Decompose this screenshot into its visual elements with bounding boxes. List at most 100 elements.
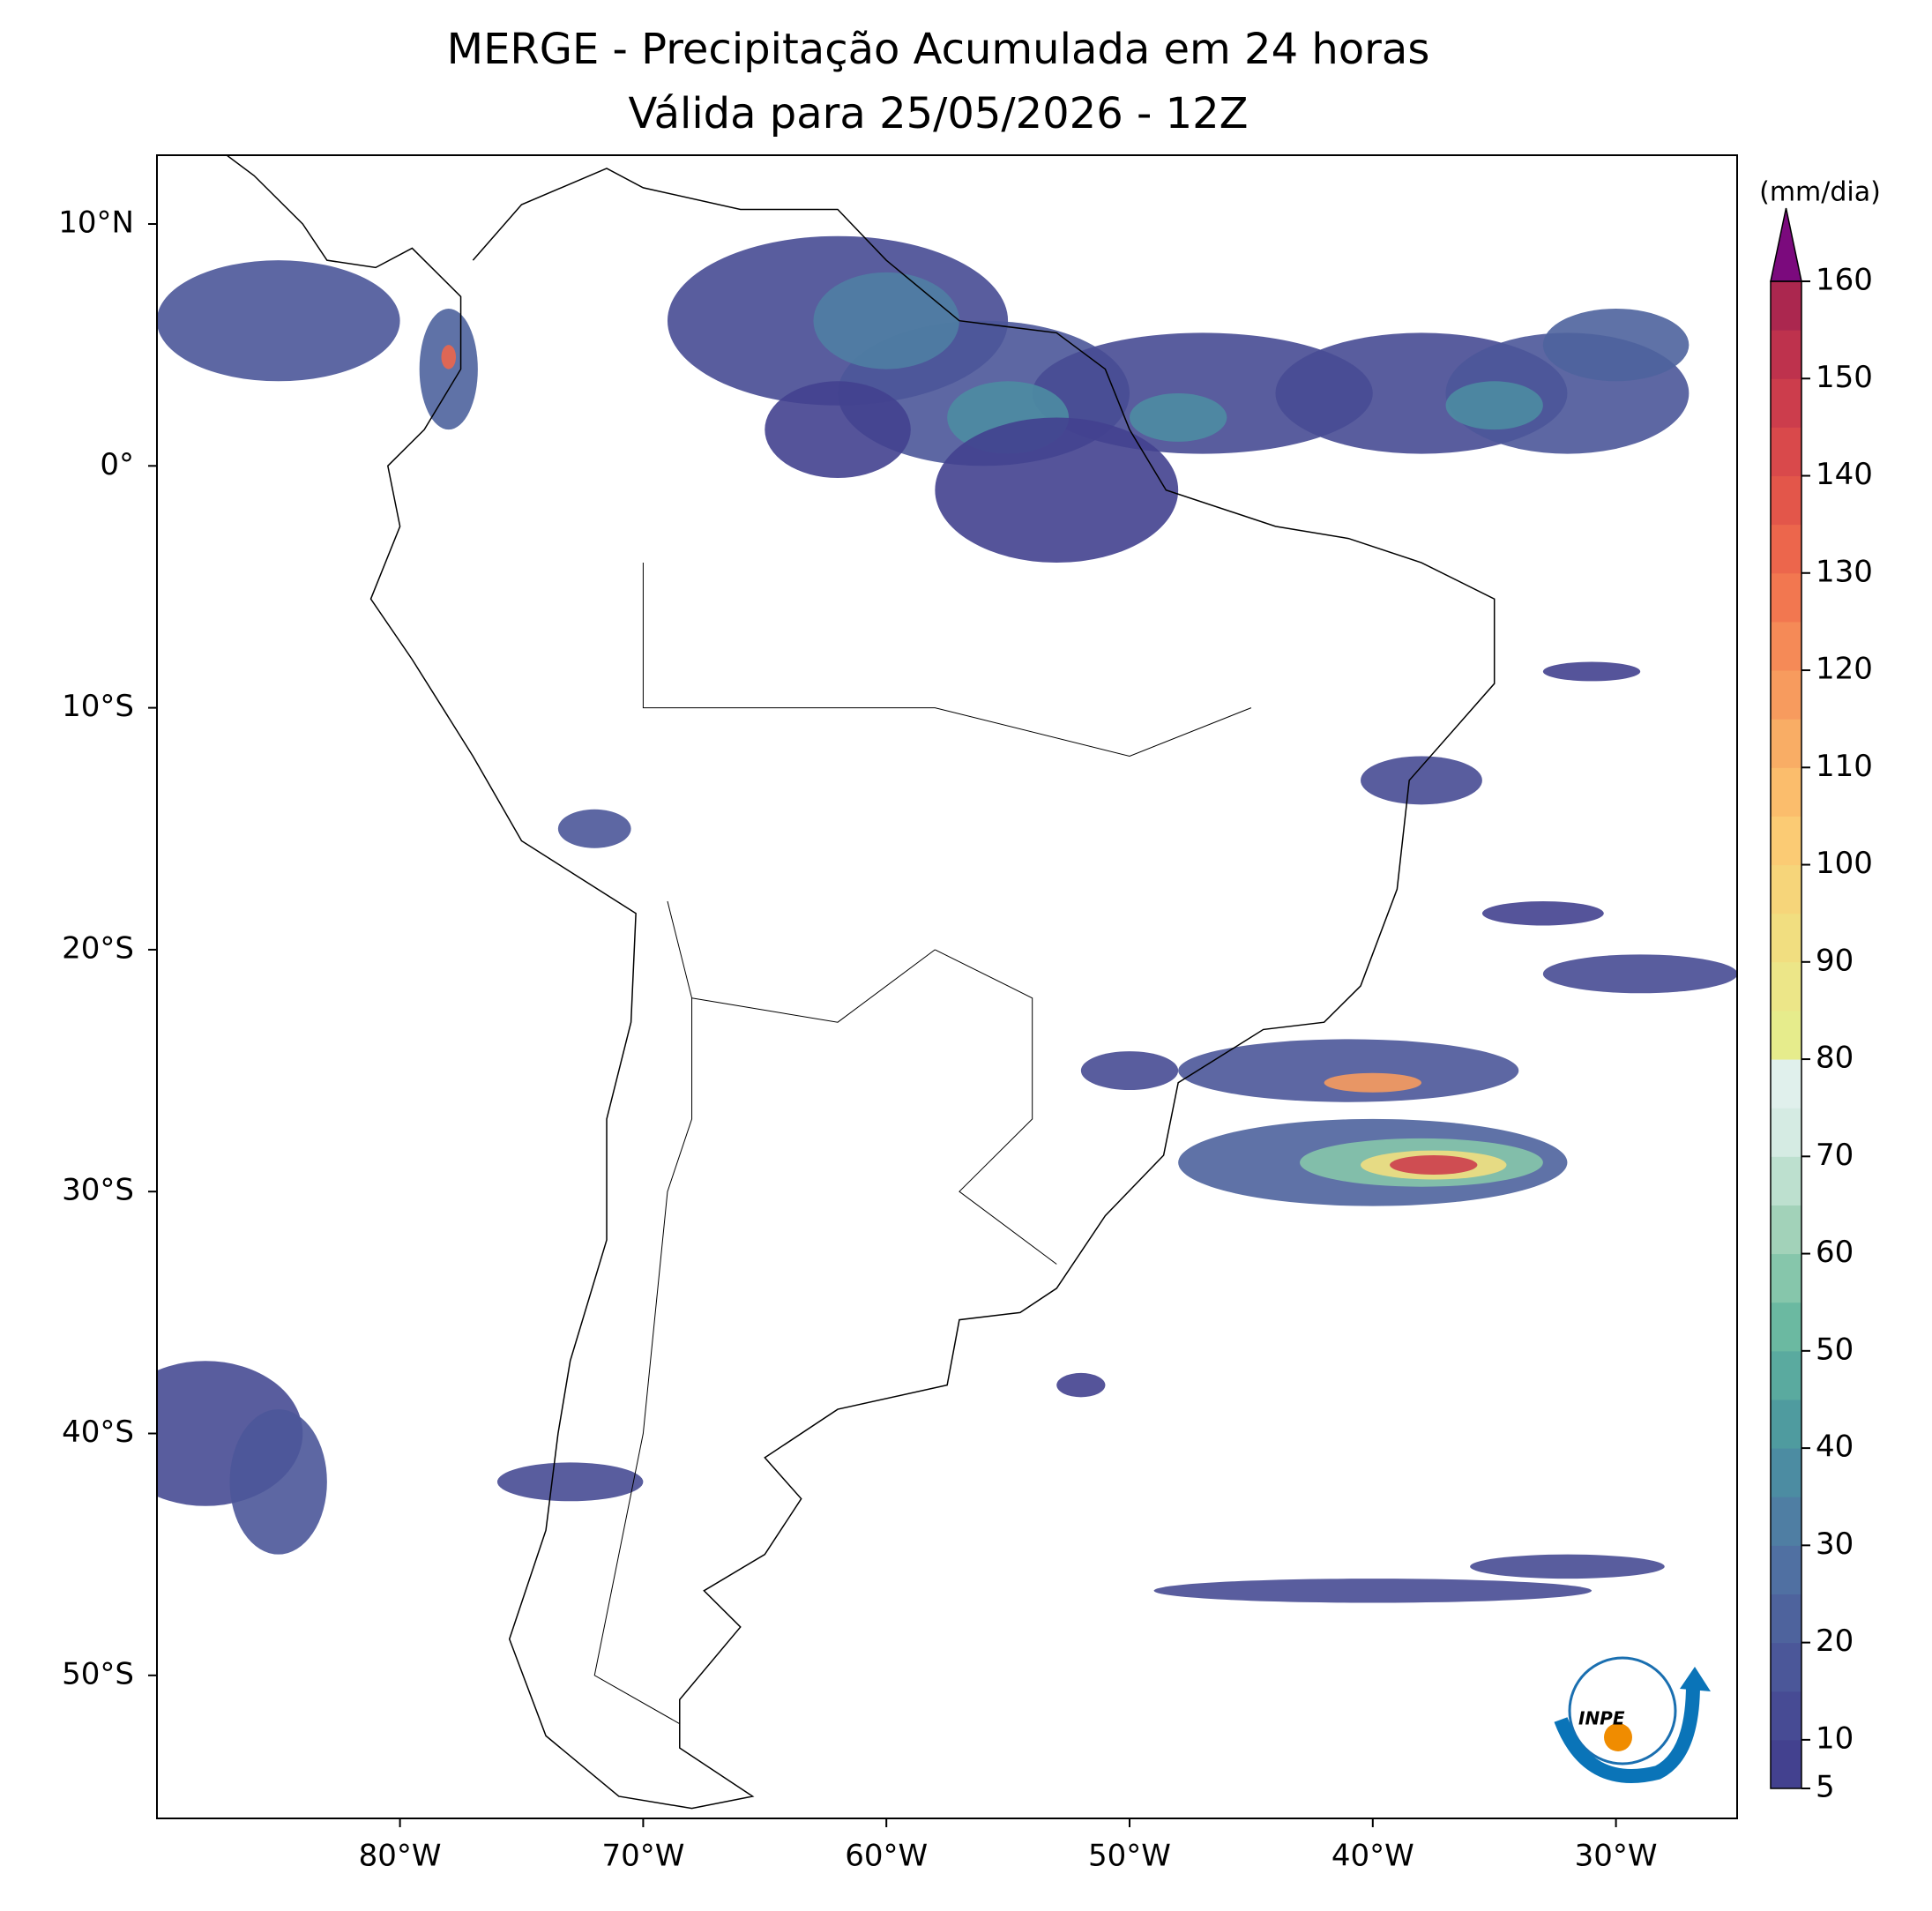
precip-area bbox=[1542, 954, 1737, 994]
colorbar-bin bbox=[1771, 1156, 1801, 1206]
border bbox=[593, 900, 693, 1725]
colorbar-tick-label: 70 bbox=[1816, 1138, 1854, 1173]
colorbar-bin bbox=[1771, 1010, 1801, 1060]
colorbar-bin bbox=[1771, 1302, 1801, 1352]
lon-tick-label: 30°W bbox=[1575, 1839, 1658, 1874]
precip-area bbox=[813, 272, 959, 370]
precip-area bbox=[1130, 393, 1227, 442]
precip-area bbox=[1470, 1554, 1665, 1579]
colorbar-bin bbox=[1771, 330, 1801, 379]
colorbar-tick-label: 90 bbox=[1816, 943, 1854, 978]
lon-tick-label: 60°W bbox=[845, 1839, 928, 1874]
precip-area bbox=[557, 809, 631, 848]
logo-text: INPE bbox=[1578, 1708, 1625, 1729]
colorbar-tick-label: 100 bbox=[1816, 846, 1873, 881]
colorbar-frame bbox=[1770, 280, 1802, 1789]
precip-area bbox=[441, 345, 457, 370]
colorbar-bin bbox=[1771, 1642, 1801, 1692]
colorbar-tick-label: 10 bbox=[1816, 1721, 1854, 1756]
colorbar-tick-label: 160 bbox=[1816, 263, 1873, 298]
precip-area bbox=[1080, 1051, 1179, 1090]
colorbar-bin bbox=[1771, 475, 1801, 526]
subtitle: Válida para 25/05/2026 - 12Z bbox=[628, 89, 1248, 138]
border bbox=[935, 949, 1057, 1265]
title: MERGE - Precipitação Acumulada em 24 hor… bbox=[447, 25, 1430, 74]
colorbar-unit: (mm/dia) bbox=[1759, 177, 1881, 208]
colorbar-bin bbox=[1771, 281, 1801, 331]
colorbar-bin bbox=[1771, 1108, 1801, 1157]
colorbar-bin bbox=[1771, 961, 1801, 1011]
border bbox=[642, 563, 1252, 757]
lon-tick-label: 80°W bbox=[359, 1839, 442, 1874]
colorbar-bin bbox=[1771, 719, 1801, 768]
map-area bbox=[157, 155, 1737, 1810]
lat-tick-label: 10°N bbox=[58, 205, 134, 241]
colorbar-bin bbox=[1771, 1350, 1801, 1400]
colorbar-bin bbox=[1771, 1691, 1801, 1741]
precip-area bbox=[1542, 661, 1641, 682]
lat-tick-label: 10°S bbox=[62, 689, 134, 724]
colorbar-tick-label: 120 bbox=[1816, 652, 1873, 687]
precip-area bbox=[765, 381, 911, 479]
colorbar-tick-label: 50 bbox=[1816, 1332, 1854, 1367]
colorbar-tick-label: 30 bbox=[1816, 1527, 1854, 1562]
colorbar-bin bbox=[1771, 1594, 1801, 1644]
colorbar-tick-label: 20 bbox=[1816, 1624, 1854, 1659]
precip-area bbox=[229, 1409, 327, 1555]
colorbar-bin bbox=[1771, 913, 1801, 963]
colorbar-bin bbox=[1771, 427, 1801, 477]
precip-area bbox=[1153, 1579, 1593, 1603]
colorbar-bin bbox=[1771, 1399, 1801, 1449]
precip-area bbox=[935, 417, 1179, 564]
colorbar-bin bbox=[1771, 1253, 1801, 1303]
logo: INPE bbox=[1554, 1656, 1711, 1783]
lon-tick-label: 50°W bbox=[1088, 1839, 1171, 1874]
precip-area bbox=[419, 309, 478, 430]
colorbar-tick-label: 130 bbox=[1816, 554, 1873, 589]
colorbar-tick-label: 60 bbox=[1816, 1235, 1854, 1270]
colorbar-bin bbox=[1771, 670, 1801, 720]
colorbar-bin bbox=[1771, 1448, 1801, 1497]
precip-area bbox=[1056, 1372, 1106, 1398]
colorbar-bin bbox=[1771, 1497, 1801, 1546]
precip-area bbox=[1324, 1072, 1421, 1093]
map-frame bbox=[156, 154, 1738, 1819]
lon-tick-label: 40°W bbox=[1332, 1839, 1414, 1874]
colorbar-tick-label: 140 bbox=[1816, 457, 1873, 492]
colorbar-bin bbox=[1771, 1059, 1801, 1109]
precip-area bbox=[1361, 756, 1482, 805]
precip-area bbox=[1542, 309, 1690, 382]
lon-tick-label: 70°W bbox=[601, 1839, 684, 1874]
colorbar-bin bbox=[1771, 767, 1801, 817]
colorbar-bin bbox=[1771, 1205, 1801, 1255]
colorbar-tick-label: 110 bbox=[1816, 749, 1873, 784]
precip-area bbox=[1032, 332, 1373, 454]
colorbar-bin bbox=[1771, 572, 1801, 623]
border bbox=[691, 949, 936, 1023]
colorbar-extend bbox=[1770, 207, 1802, 282]
colorbar-bin bbox=[1771, 524, 1801, 574]
lat-tick-label: 20°S bbox=[62, 930, 134, 966]
colorbar-bin bbox=[1771, 621, 1801, 671]
colorbar-tick-label: 150 bbox=[1816, 360, 1873, 395]
colorbar-tick-label: 40 bbox=[1816, 1430, 1854, 1465]
colorbar-bin bbox=[1771, 1545, 1801, 1594]
colorbar-tick-label: 5 bbox=[1816, 1770, 1835, 1805]
precip-area bbox=[1481, 901, 1604, 926]
precip-area bbox=[1390, 1155, 1478, 1175]
colorbar-bin bbox=[1771, 378, 1801, 428]
precip-area bbox=[496, 1462, 644, 1502]
colorbar-bin bbox=[1771, 816, 1801, 866]
colorbar-tick-label: 80 bbox=[1816, 1041, 1854, 1076]
lat-tick-label: 50°S bbox=[62, 1656, 134, 1691]
precip-area bbox=[1178, 1039, 1519, 1102]
lat-tick-label: 40°S bbox=[62, 1415, 134, 1450]
lat-tick-label: 0° bbox=[100, 447, 134, 482]
colorbar-bin bbox=[1771, 864, 1801, 914]
lat-tick-label: 30°S bbox=[62, 1173, 134, 1208]
precip-area bbox=[157, 260, 400, 382]
coastline bbox=[225, 155, 1496, 1810]
precip-area bbox=[1445, 381, 1543, 430]
colorbar-bin bbox=[1771, 1739, 1801, 1789]
